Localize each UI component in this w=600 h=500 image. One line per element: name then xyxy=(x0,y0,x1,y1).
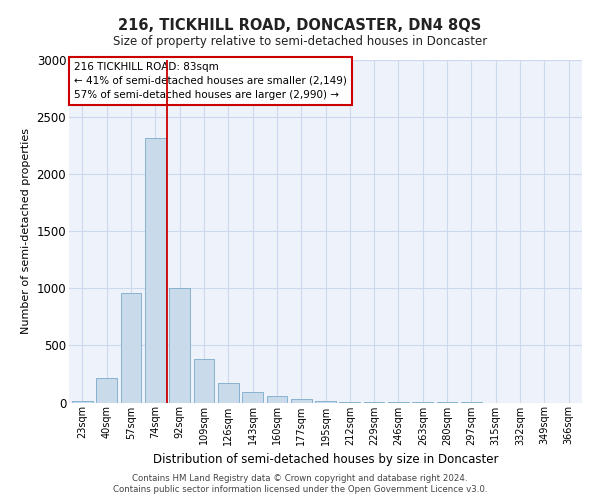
Bar xyxy=(194,359,214,403)
Bar xyxy=(266,396,287,402)
X-axis label: Distribution of semi-detached houses by size in Doncaster: Distribution of semi-detached houses by … xyxy=(153,453,498,466)
Text: Size of property relative to semi-detached houses in Doncaster: Size of property relative to semi-detach… xyxy=(113,35,487,48)
Text: 216, TICKHILL ROAD, DONCASTER, DN4 8QS: 216, TICKHILL ROAD, DONCASTER, DN4 8QS xyxy=(118,18,482,32)
Bar xyxy=(242,392,263,402)
Bar xyxy=(145,138,166,402)
Text: Contains HM Land Registry data © Crown copyright and database right 2024.
Contai: Contains HM Land Registry data © Crown c… xyxy=(113,474,487,494)
Bar xyxy=(218,382,239,402)
Bar xyxy=(169,288,190,403)
Bar xyxy=(291,399,311,402)
Bar xyxy=(315,401,336,402)
Text: 216 TICKHILL ROAD: 83sqm
← 41% of semi-detached houses are smaller (2,149)
57% o: 216 TICKHILL ROAD: 83sqm ← 41% of semi-d… xyxy=(74,62,347,100)
Bar xyxy=(97,378,117,402)
Bar xyxy=(121,293,142,403)
Y-axis label: Number of semi-detached properties: Number of semi-detached properties xyxy=(21,128,31,334)
